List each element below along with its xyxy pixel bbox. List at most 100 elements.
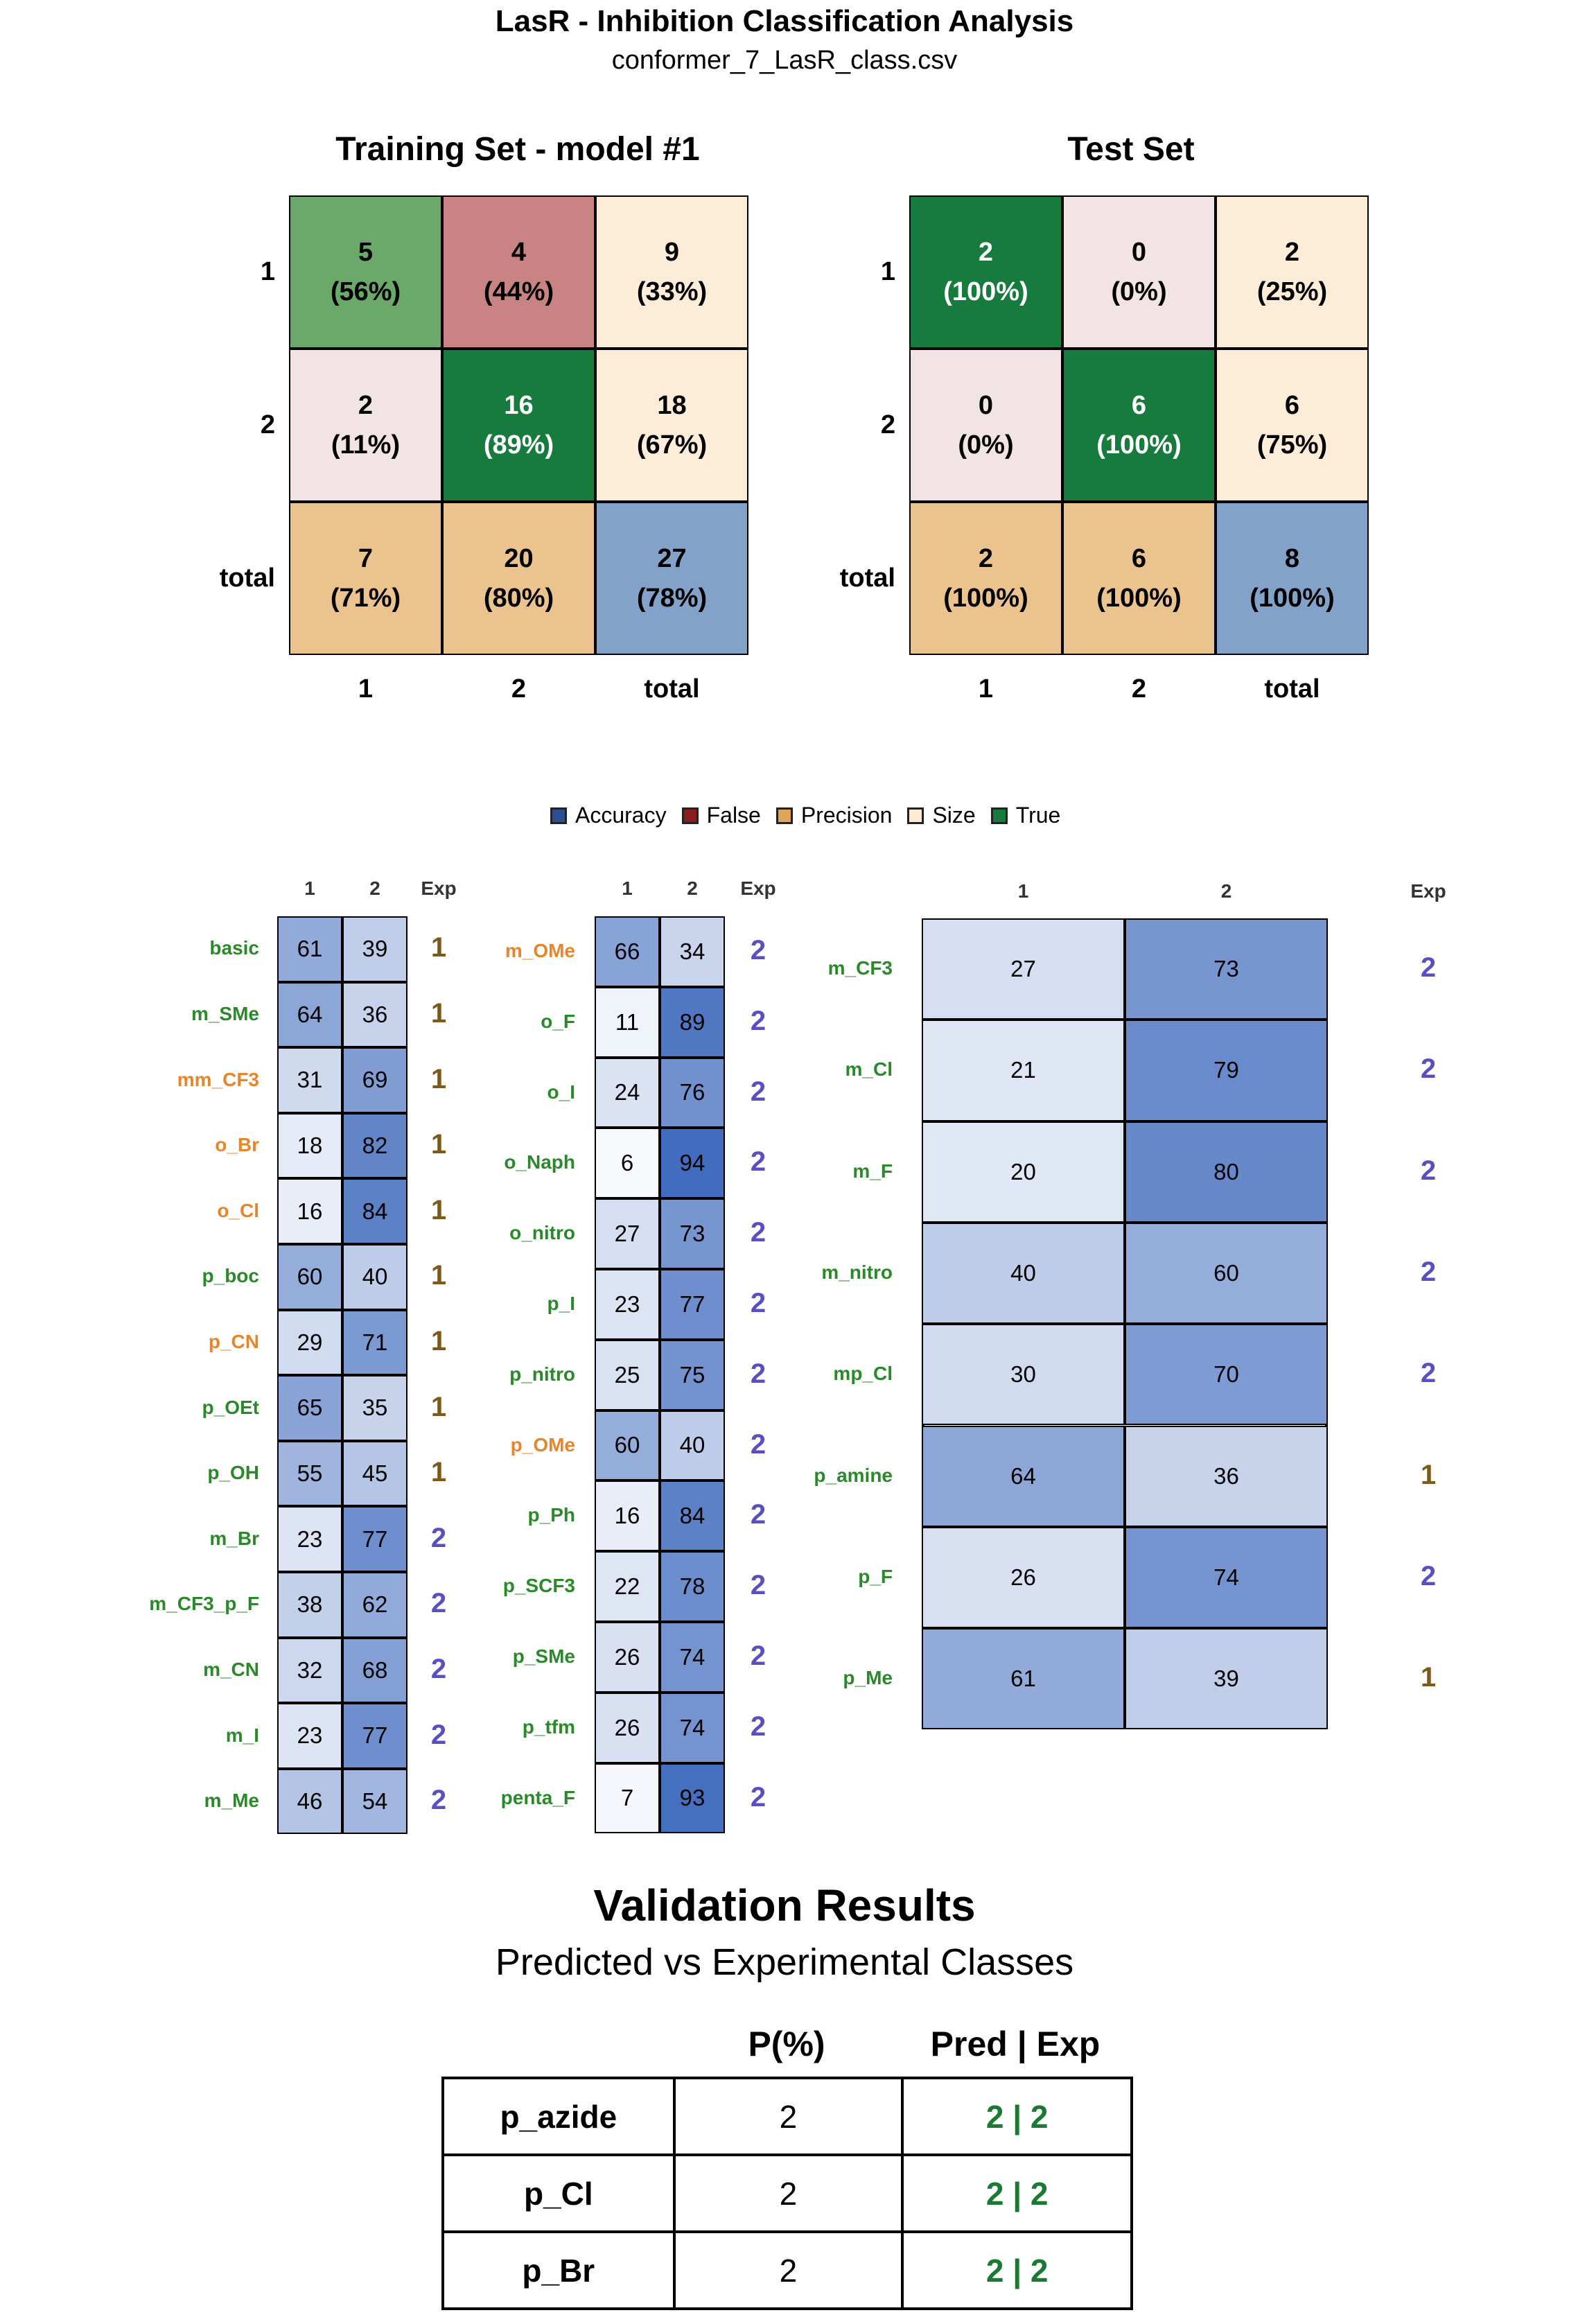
heatmap-left-cell: 71 <box>342 1309 407 1376</box>
heatmap-right-row-label: p_Me <box>843 1667 893 1689</box>
validation-compound-name: p_Cl <box>441 2153 676 2233</box>
test-cell-count: 2 <box>978 237 994 267</box>
legend-size-swatch <box>907 807 924 824</box>
heatmap-middle-experimental-class: 2 <box>750 1005 766 1036</box>
train-cell-percent: (11%) <box>331 430 401 460</box>
heatmap-middle-cell: 24 <box>595 1057 660 1128</box>
train-row-label: 2 <box>260 410 275 439</box>
heatmap-left-experimental-class: 1 <box>430 1325 447 1356</box>
heatmap-right-cell: 70 <box>1125 1324 1328 1426</box>
heatmap-left-row-label: mm_CF3 <box>177 1068 259 1090</box>
test-cell: 8 (100%) <box>1216 502 1369 655</box>
train-cell-percent: (80%) <box>483 583 554 613</box>
train-cell-percent: (67%) <box>636 430 708 460</box>
heatmap-left-experimental-class: 2 <box>430 1653 447 1684</box>
validation-title: Validation Results <box>593 1880 976 1930</box>
heatmap-right-cell: 64 <box>922 1425 1125 1527</box>
table-row: p_azide 2 2 | 2 <box>441 2077 1133 2156</box>
validation-pred-exp: 2 | 2 <box>901 2153 1133 2233</box>
heatmap-middle-cell: 76 <box>660 1057 725 1128</box>
heatmap-right-cell: 60 <box>1125 1222 1328 1325</box>
test-cell-count: 6 <box>1284 390 1300 420</box>
heatmap-middle-cell: 74 <box>660 1692 725 1763</box>
train-cell-percent: (78%) <box>636 583 708 613</box>
heatmap-right-row-label: m_nitro <box>821 1261 893 1284</box>
test-row-label: 2 <box>880 410 895 439</box>
train-cell: 5 (56%) <box>289 195 442 349</box>
heatmap-right-row-label: p_amine <box>814 1464 893 1486</box>
legend-true-label: True <box>1015 803 1061 828</box>
training-set-title: Training Set - model #1 <box>335 131 700 168</box>
train-cell-count: 7 <box>358 543 374 573</box>
heatmap-left-cell: 35 <box>342 1375 407 1441</box>
heatmap-right-cell: 30 <box>922 1324 1125 1426</box>
heatmap-left-row-label: m_CF3_p_F <box>149 1593 259 1615</box>
heatmap-middle-experimental-class: 2 <box>750 1781 766 1812</box>
heatmap-middle-row-label: o_F <box>541 1010 575 1032</box>
train-cell: 27 (78%) <box>595 502 748 655</box>
heatmap-middle-cell: 84 <box>660 1480 725 1552</box>
heatmap-middle-cell: 26 <box>595 1622 660 1693</box>
heatmap-middle-experimental-class: 2 <box>750 1499 766 1530</box>
heatmap-left-cell: 69 <box>342 1047 407 1113</box>
train-cell-percent: (33%) <box>636 277 708 306</box>
heatmap-middle-row-label: o_I <box>547 1081 575 1103</box>
heatmap-right-cell: 39 <box>1125 1628 1328 1730</box>
heatmap-right-experimental-class: 2 <box>1420 1155 1437 1186</box>
heatmap-left-experimental-class: 2 <box>430 1785 447 1816</box>
legend-precision-label: Precision <box>800 803 893 828</box>
test-cell: 2 (100%) <box>909 195 1062 349</box>
heatmap-left-cell: 23 <box>277 1703 342 1769</box>
test-cell-percent: (25%) <box>1256 277 1328 306</box>
heatmap-left-row-label: m_I <box>225 1724 259 1746</box>
train-cell-count: 9 <box>664 237 680 267</box>
test-cell-percent: (100%) <box>943 277 1028 306</box>
heatmap-right-experimental-class: 1 <box>1420 1662 1437 1693</box>
heatmap-right-cell: 79 <box>1125 1020 1328 1121</box>
train-cell-count: 18 <box>657 390 687 420</box>
train-cell-count: 5 <box>358 237 374 267</box>
heatmap-middle-row-label: p_tfm <box>522 1715 575 1738</box>
heatmap-middle-cell: 22 <box>595 1551 660 1622</box>
heatmap-middle-row-label: p_I <box>547 1292 575 1314</box>
heatmap-right-experimental-class: 2 <box>1420 1560 1437 1591</box>
heatmap-left-row-label: basic <box>209 937 259 959</box>
heatmap-left-row-label: o_Cl <box>217 1199 259 1221</box>
heatmap-left-row-label: o_Br <box>215 1134 259 1156</box>
heatmap-right-experimental-class: 2 <box>1420 1054 1437 1085</box>
train-cell-percent: (89%) <box>483 430 554 460</box>
heatmap-left-experimental-class: 1 <box>430 1391 447 1422</box>
heatmap-middle-cell: 16 <box>595 1480 660 1552</box>
test-cell-count: 2 <box>1284 237 1300 267</box>
test-cell: 2 (25%) <box>1216 195 1369 349</box>
train-cell: 20 (80%) <box>442 502 595 655</box>
heatmap-left-experimental-class: 2 <box>430 1719 447 1750</box>
heatmap-middle-experimental-class: 2 <box>750 934 766 966</box>
heatmap-middle-experimental-class: 2 <box>750 1570 766 1601</box>
train-row-label: 1 <box>260 256 275 286</box>
heatmap-right-column-header: 1 <box>1017 880 1029 902</box>
train-cell-count: 20 <box>504 543 534 573</box>
heatmap-middle-row-label: p_SMe <box>512 1645 575 1667</box>
heatmap-left-experimental-class: 1 <box>430 1129 447 1160</box>
legend-accuracy-swatch <box>550 807 567 824</box>
validation-subtitle: Predicted vs Experimental Classes <box>495 1941 1074 1983</box>
test-cell-count: 0 <box>1131 237 1147 267</box>
heatmap-left-cell: 62 <box>342 1572 407 1638</box>
heatmap-left-experimental-class: 1 <box>430 997 447 1029</box>
heatmap-middle-row-label: p_nitro <box>509 1363 575 1385</box>
test-cell-percent: (100%) <box>943 583 1028 613</box>
heatmap-middle-cell: 6 <box>595 1128 660 1199</box>
heatmap-left-cell: 39 <box>342 916 407 982</box>
heatmap-left-cell: 46 <box>277 1768 342 1835</box>
heatmap-left-cell: 32 <box>277 1637 342 1704</box>
heatmap-right-row-label: m_Cl <box>845 1058 893 1081</box>
test-cell: 0 (0%) <box>1062 195 1216 349</box>
heatmap-left-cell: 45 <box>342 1440 407 1507</box>
heatmap-right-cell: 27 <box>922 918 1125 1020</box>
heatmap-middle-experimental-class: 2 <box>750 1640 766 1671</box>
test-cell: 0 (0%) <box>909 349 1062 502</box>
heatmap-middle-cell: 25 <box>595 1339 660 1410</box>
heatmap-middle-row-label: o_Naph <box>504 1151 575 1173</box>
heatmap-middle-cell: 66 <box>595 916 660 987</box>
